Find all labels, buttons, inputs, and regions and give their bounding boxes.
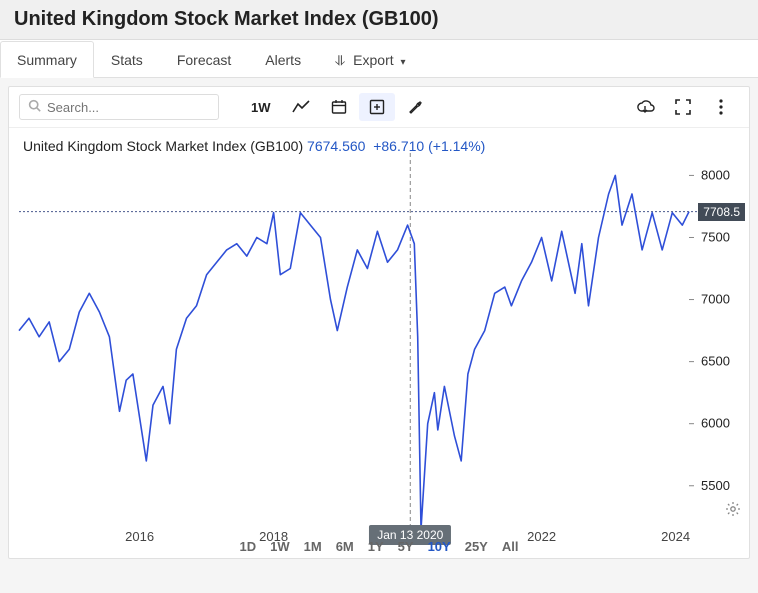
svg-text:6500: 6500 [701,354,730,369]
add-pane-icon[interactable] [359,93,395,121]
svg-text:5500: 5500 [701,478,730,493]
tab-export[interactable]: ⥥ Export ▾ [318,41,422,78]
svg-text:6000: 6000 [701,416,730,431]
tab-forecast[interactable]: Forecast [160,41,248,78]
range-1w[interactable]: 1W [270,539,290,554]
series-change: +86.710 [373,138,424,154]
wrench-icon[interactable] [397,93,433,121]
fullscreen-icon[interactable] [665,93,701,121]
chart-toolbar: 1W [9,87,749,128]
download-icon: ⥥ [335,52,345,68]
export-label: Export [353,52,393,68]
svg-text:7000: 7000 [701,292,730,307]
range-1y[interactable]: 1Y [368,539,384,554]
range-6m[interactable]: 6M [336,539,354,554]
chart-panel: 1W United Kingdom Stock Market Index (GB… [8,86,750,559]
series-change-pct: (+1.14%) [428,138,485,154]
search-input[interactable] [47,100,210,115]
page-title: United Kingdom Stock Market Index (GB100… [14,8,744,31]
series-last: 7674.560 [307,138,365,154]
cloud-download-icon[interactable] [627,93,663,121]
more-menu-icon[interactable] [703,93,739,121]
range-25y[interactable]: 25Y [465,539,488,554]
tab-stats[interactable]: Stats [94,41,160,78]
tab-alerts[interactable]: Alerts [248,41,318,78]
svg-text:7500: 7500 [701,229,730,244]
tab-summary[interactable]: Summary [0,41,94,78]
search-box[interactable] [19,94,219,120]
calendar-icon[interactable] [321,93,357,121]
range-1m[interactable]: 1M [304,539,322,554]
range-10y[interactable]: 10Y [428,539,451,554]
chart-svg: 5500600065007000750080002016201820222024 [9,128,747,558]
range-all[interactable]: All [502,539,519,554]
series-name: United Kingdom Stock Market Index (GB100… [23,138,303,154]
period-1w-button[interactable]: 1W [241,93,281,121]
range-selector: 1D 1W 1M 6M 1Y 5Y 10Y 25Y All [9,539,749,554]
tabs-bar: Summary Stats Forecast Alerts ⥥ Export ▾ [0,40,758,78]
series-label: United Kingdom Stock Market Index (GB100… [23,138,485,154]
chevron-down-icon: ▾ [401,57,406,68]
svg-text:8000: 8000 [701,167,730,182]
range-1d[interactable]: 1D [240,539,257,554]
range-5y[interactable]: 5Y [398,539,414,554]
chart-body[interactable]: United Kingdom Stock Market Index (GB100… [9,128,749,558]
yaxis-current-value: 7708.5 [698,203,745,221]
search-icon [28,99,41,115]
gear-icon[interactable] [725,501,741,522]
line-chart-icon[interactable] [283,93,319,121]
